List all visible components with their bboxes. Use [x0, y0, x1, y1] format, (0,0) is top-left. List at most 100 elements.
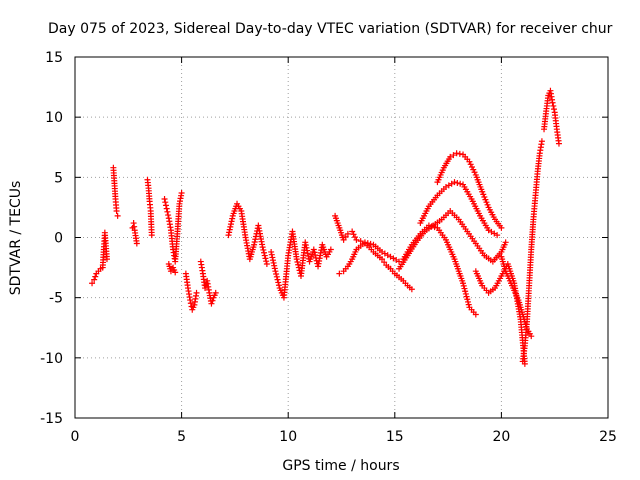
data-point-fill [227, 223, 234, 230]
x-tick-label: 10 [279, 429, 297, 445]
data-point-fill [227, 221, 234, 228]
data-point [460, 280, 467, 287]
data-point [193, 289, 200, 296]
data-point-fill [484, 201, 491, 208]
data-point-fill [260, 246, 267, 253]
data-point-fill [304, 250, 311, 257]
data-point-fill [481, 193, 488, 200]
data-point-fill [342, 233, 349, 240]
data-point [447, 153, 454, 160]
y-tick-label: -15 [40, 411, 63, 427]
y-tick-label: -5 [49, 291, 63, 307]
data-point [528, 333, 535, 340]
data-point [310, 246, 317, 253]
data-point-fill [271, 265, 278, 272]
x-axis-title: GPS time / hours [282, 458, 399, 474]
y-tick-label: 10 [45, 110, 63, 126]
data-point-fill [457, 180, 464, 187]
data-point-fill [187, 300, 194, 307]
data-point [451, 179, 458, 186]
data-point-fill [463, 293, 470, 300]
data-point [425, 222, 432, 229]
data-point [163, 205, 170, 212]
data-point [293, 256, 300, 263]
data-point-fill [305, 253, 312, 260]
data-point [340, 236, 347, 243]
data-point [263, 260, 270, 267]
data-point-fill [364, 240, 371, 247]
data-point [272, 268, 279, 275]
data-point [225, 232, 232, 239]
data-point-fill [226, 229, 233, 236]
data-point [103, 256, 110, 263]
y-tick-label: -10 [40, 351, 63, 367]
data-point-fill [462, 288, 469, 295]
data-point-fill [381, 259, 388, 266]
data-point [251, 241, 258, 248]
data-point-fill [304, 247, 311, 254]
data-point-fill [162, 202, 169, 209]
data-point [133, 240, 140, 247]
data-point [538, 138, 545, 145]
data-point-fill [273, 271, 280, 278]
data-point-fill [252, 236, 259, 243]
data-point [208, 300, 215, 307]
y-axis-ticks: -15 -10 -5 0 5 10 15 [40, 50, 608, 427]
data-point-fill [269, 257, 276, 264]
data-point [353, 236, 360, 243]
data-point-fill [350, 231, 357, 238]
data-point-fill [482, 196, 489, 203]
x-tick-label: 20 [492, 429, 510, 445]
data-point-fill [294, 258, 301, 265]
data-point [113, 208, 120, 215]
data-point-fill [165, 212, 172, 219]
x-tick-label: 25 [599, 429, 617, 445]
data-point-fill [270, 259, 277, 266]
data-point-fill [268, 251, 275, 258]
data-point [498, 224, 505, 231]
data-point-fill [465, 301, 472, 308]
data-point-fill [275, 279, 282, 286]
data-point-fill [468, 163, 475, 170]
data-point-fill [295, 261, 302, 268]
data-point-fill [251, 238, 258, 245]
data-point-fill [461, 285, 468, 292]
data-point [178, 189, 185, 196]
data-point-fill [275, 282, 282, 289]
data-point-fill [471, 169, 478, 176]
data-point-fill [428, 223, 435, 230]
data-point-fill [464, 298, 471, 305]
chart-title: Day 075 of 2023, Sidereal Day-to-day VTE… [48, 21, 613, 37]
data-point-fill [303, 244, 310, 251]
data-point [549, 99, 556, 106]
data-point [302, 239, 309, 246]
data-point [361, 239, 368, 246]
data-point [114, 212, 121, 219]
data-point-fill [550, 102, 557, 109]
data-point-fill [162, 199, 169, 206]
data-point [89, 280, 96, 287]
data-point-fill [209, 297, 216, 304]
data-point-fill [263, 258, 270, 265]
data-point-fill [352, 234, 359, 241]
data-point-fill [480, 191, 487, 198]
data-point [494, 232, 501, 239]
y-tick-label: 0 [54, 231, 63, 247]
data-point-fill [295, 264, 302, 271]
data-point [187, 297, 194, 304]
x-axis-ticks: 0 5 10 15 20 25 [71, 57, 617, 445]
y-tick-label: 5 [54, 170, 63, 186]
data-point [472, 311, 479, 318]
data-point-fill [229, 215, 236, 222]
data-point [336, 270, 343, 277]
data-point [344, 230, 351, 237]
data-point-fill [456, 150, 463, 157]
data-point-fill [226, 226, 233, 233]
data-point [212, 289, 219, 296]
data-point [161, 195, 168, 202]
data-point [268, 248, 275, 255]
y-axis-title: SDTVAR / TECUs [8, 181, 24, 296]
x-tick-label: 0 [71, 429, 80, 445]
data-point-fill [271, 262, 278, 269]
data-point-fill [273, 273, 280, 280]
